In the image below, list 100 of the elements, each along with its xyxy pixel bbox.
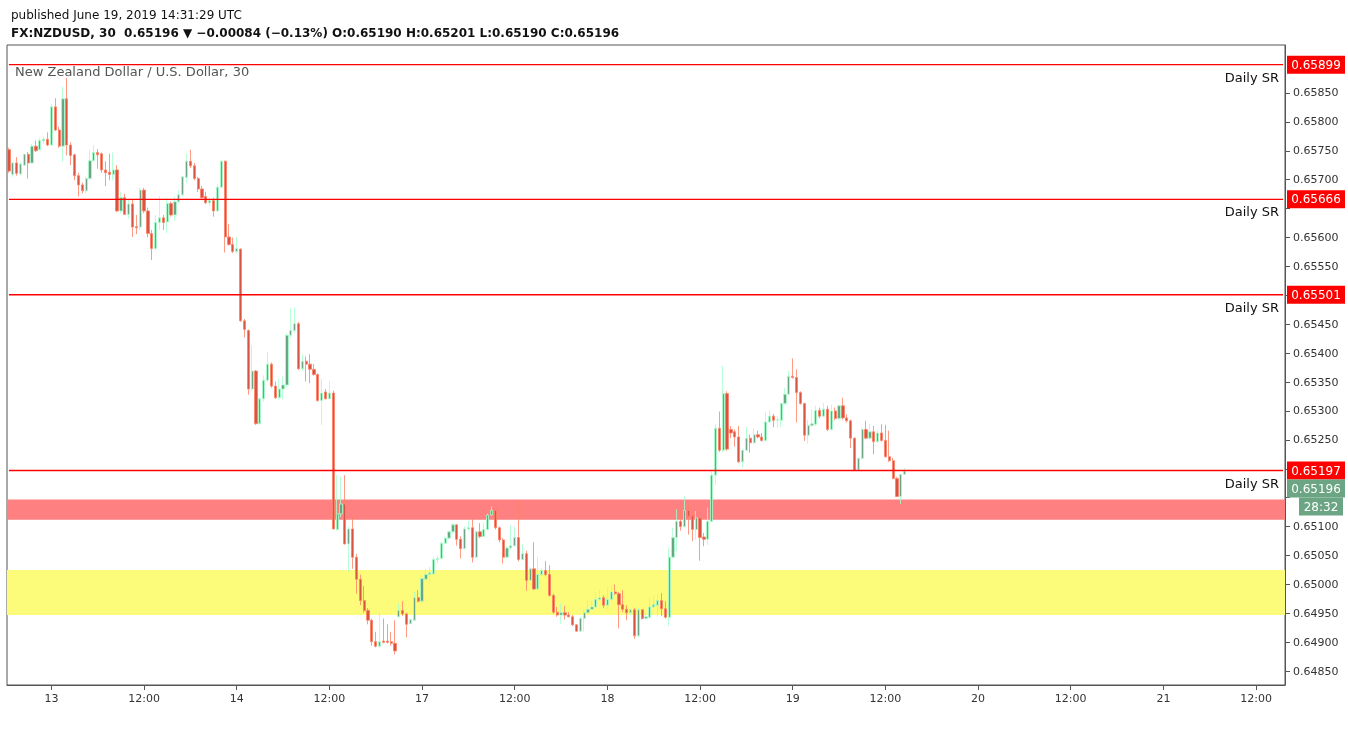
candlestick bbox=[46, 131, 49, 147]
candlestick bbox=[814, 405, 817, 427]
candlestick bbox=[305, 356, 308, 382]
candlestick bbox=[513, 526, 516, 548]
candlestick bbox=[328, 381, 331, 400]
candlestick bbox=[872, 425, 875, 455]
candlestick bbox=[247, 329, 250, 396]
y-tick-label: 0.65450 bbox=[1293, 317, 1339, 331]
x-tick-label: 12:00 bbox=[128, 692, 160, 705]
y-tick-label: 0.65100 bbox=[1293, 520, 1339, 534]
y-tick-label: 0.65300 bbox=[1293, 404, 1339, 418]
candlestick bbox=[834, 407, 837, 421]
x-tick-label: 12:00 bbox=[869, 692, 902, 705]
candlestick bbox=[868, 423, 872, 440]
candlestick bbox=[224, 160, 227, 253]
x-tick-label: 21 bbox=[1156, 692, 1171, 705]
candlestick bbox=[112, 152, 115, 181]
candlestick bbox=[162, 214, 165, 231]
candlestick bbox=[127, 198, 130, 219]
candlestick bbox=[478, 522, 482, 539]
y-tick-label: 0.65800 bbox=[1293, 115, 1339, 129]
candlestick bbox=[679, 507, 682, 532]
candlestick bbox=[536, 556, 539, 591]
candlestick bbox=[382, 618, 385, 644]
candlestick bbox=[637, 607, 640, 638]
annotation: New Zealand Dollar / U.S. Dollar, 30 bbox=[15, 63, 250, 79]
x-tick-label: 13 bbox=[44, 692, 59, 705]
candlestick bbox=[641, 608, 644, 621]
chart-subtitle: published June 19, 2019 14:31:29 UTC bbox=[11, 8, 242, 22]
candlestick bbox=[61, 86, 65, 163]
candlestick bbox=[297, 321, 300, 371]
y-tick-label: 0.65600 bbox=[1293, 231, 1339, 245]
candlestick bbox=[826, 405, 829, 432]
candlestick bbox=[378, 611, 381, 648]
x-tick-label: 20 bbox=[971, 692, 986, 705]
candlestick bbox=[764, 411, 767, 442]
candlestick bbox=[278, 378, 281, 400]
candlestick bbox=[725, 390, 729, 452]
candlestick bbox=[30, 143, 34, 165]
candlestick bbox=[235, 236, 238, 254]
x-tick-label: 12:00 bbox=[313, 692, 346, 705]
candlestick bbox=[753, 427, 756, 445]
candlestick bbox=[760, 432, 763, 442]
text: 0.65196 bbox=[1291, 481, 1341, 496]
y-tick-label: 0.65550 bbox=[1293, 259, 1339, 273]
candlestick bbox=[475, 530, 478, 559]
x-tick-label: 12:00 bbox=[1240, 692, 1272, 705]
candlestick bbox=[397, 603, 400, 618]
x-tick-label: 14 bbox=[229, 692, 244, 705]
x-tick-label: 19 bbox=[785, 692, 800, 705]
candlestick bbox=[131, 198, 134, 238]
candlestick bbox=[301, 353, 304, 372]
candlestick bbox=[529, 566, 532, 582]
candlestick bbox=[633, 607, 636, 640]
x-tick-label: 18 bbox=[600, 692, 615, 705]
y-tick-label: 0.64850 bbox=[1293, 664, 1339, 678]
candlestick bbox=[50, 103, 53, 147]
candlestick bbox=[722, 365, 725, 453]
candlestick bbox=[336, 474, 339, 532]
candlestick bbox=[169, 201, 173, 218]
x-tick-label: 12:00 bbox=[684, 692, 716, 705]
candlestick bbox=[15, 156, 18, 177]
candlestick bbox=[864, 420, 868, 440]
candlestick bbox=[471, 518, 474, 563]
candlestick bbox=[320, 378, 323, 426]
candlestick bbox=[876, 430, 879, 444]
candlestick bbox=[413, 591, 416, 622]
candlestick bbox=[293, 307, 296, 334]
ref-line-label: Daily SR bbox=[1224, 475, 1280, 491]
text: 0.65197 bbox=[1291, 463, 1341, 478]
candlestick bbox=[386, 623, 389, 644]
candlestick bbox=[756, 430, 760, 439]
candlestick bbox=[602, 594, 605, 609]
candlestick bbox=[251, 345, 254, 392]
candlestick bbox=[393, 619, 397, 655]
candlestick bbox=[347, 526, 350, 573]
ref-line-label: Daily SR bbox=[1224, 299, 1280, 315]
candlestick bbox=[884, 424, 887, 459]
candlestick bbox=[698, 516, 702, 562]
candlestick bbox=[772, 413, 775, 428]
ref-line-label: Daily SR bbox=[1224, 204, 1280, 220]
candlestick bbox=[749, 434, 752, 453]
candlestick bbox=[119, 191, 123, 214]
x-tick-label: 12:00 bbox=[1054, 692, 1087, 705]
candlestick bbox=[212, 197, 215, 218]
candlestick bbox=[695, 510, 698, 540]
candlestick bbox=[343, 474, 346, 545]
y-tick-label: 0.65850 bbox=[1293, 86, 1339, 100]
candlestick bbox=[718, 411, 721, 453]
x-tick-label: 17 bbox=[415, 692, 430, 705]
candlestick bbox=[818, 407, 821, 419]
candlestick bbox=[563, 605, 567, 621]
candlestick bbox=[417, 589, 420, 603]
y-tick-label: 0.65000 bbox=[1293, 577, 1339, 591]
candlestick bbox=[517, 499, 520, 562]
candlestick bbox=[532, 541, 536, 591]
candlestick bbox=[208, 197, 211, 207]
y-tick-label: 0.65250 bbox=[1293, 433, 1339, 447]
candlestick bbox=[7, 147, 11, 174]
candlestick bbox=[332, 390, 335, 530]
